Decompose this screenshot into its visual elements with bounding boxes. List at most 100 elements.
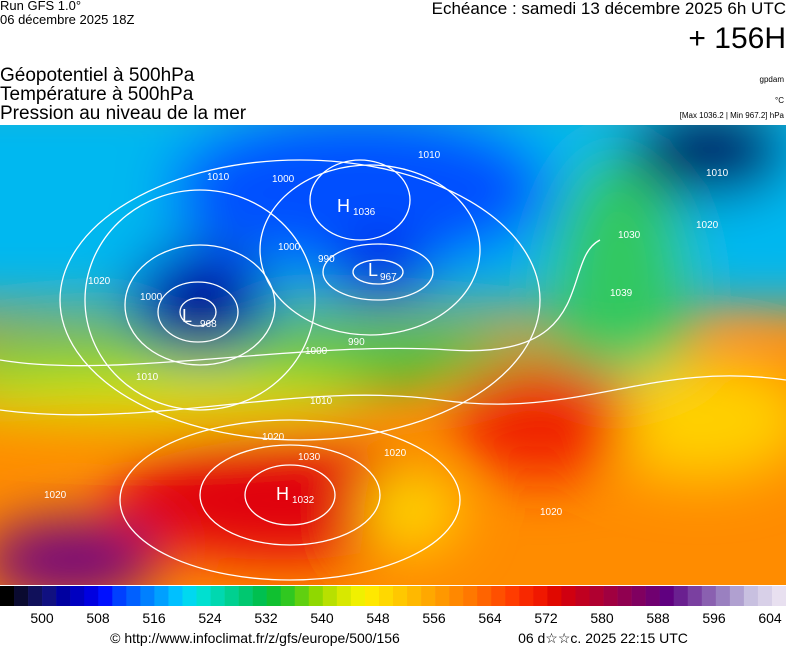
legend-label: 508 xyxy=(86,610,110,626)
legend-swatch xyxy=(463,586,478,606)
legend-swatch xyxy=(701,586,717,606)
isobar-label: 1010 xyxy=(310,396,333,407)
center-letter: H xyxy=(337,196,350,216)
legend-swatch xyxy=(56,586,71,606)
legend-swatch xyxy=(308,586,324,606)
legend-label: 588 xyxy=(646,610,670,626)
legend-swatch xyxy=(196,586,211,606)
legend-swatch xyxy=(0,586,15,606)
center-letter: L xyxy=(182,306,192,326)
run: Run GFS 1.0° xyxy=(0,0,81,13)
legend-swatch xyxy=(252,586,267,606)
isobar-label: 1000 xyxy=(305,346,328,357)
legend-swatch xyxy=(182,586,197,606)
legend-label: 564 xyxy=(478,610,502,626)
legend-swatch xyxy=(757,586,773,606)
legend-label: 556 xyxy=(422,610,446,626)
isobar-label: 1010 xyxy=(706,168,729,179)
legend-swatch xyxy=(687,586,703,606)
layer: Température à 500hPa xyxy=(0,84,194,105)
layer: Pression au niveau de la mer xyxy=(0,103,247,124)
legend-label: 580 xyxy=(590,610,614,626)
legend-swatch xyxy=(154,586,169,606)
legend-swatch xyxy=(378,586,394,606)
isobar-label: 1020 xyxy=(262,432,285,443)
legend-swatch xyxy=(98,586,113,606)
legend-label: 540 xyxy=(310,610,334,626)
legend-swatch xyxy=(210,586,225,606)
legend-label: 596 xyxy=(702,610,726,626)
center-letter: L xyxy=(368,260,378,280)
unit: °C xyxy=(775,96,784,105)
legend-swatch xyxy=(407,586,422,606)
isobar-label: 1000 xyxy=(278,242,301,253)
isobar-labels: 1010 1000 1000 990 1000 1010 1020 1030 1… xyxy=(44,150,729,518)
unit: gpdam xyxy=(760,75,785,84)
legend-swatch xyxy=(771,586,786,606)
legend-swatch xyxy=(224,586,239,606)
legend-swatch xyxy=(393,586,408,606)
legend-swatch xyxy=(477,586,492,606)
legend-swatch xyxy=(336,586,352,606)
isobar-label: 1010 xyxy=(207,172,230,183)
isobar-label: 990 xyxy=(318,254,335,265)
legend-swatch xyxy=(715,586,731,606)
legend-swatch xyxy=(449,586,464,606)
legend-swatch xyxy=(84,586,99,606)
isobar-label: 990 xyxy=(348,337,365,348)
legend-swatch xyxy=(350,586,366,606)
isobar-label: 1020 xyxy=(540,507,563,518)
legend-swatch xyxy=(673,586,689,606)
isobar-label: 1020 xyxy=(44,490,67,501)
legend-swatch xyxy=(575,586,590,606)
legend-swatch xyxy=(126,586,141,606)
isobar-label: 1030 xyxy=(618,230,641,241)
legend-swatch xyxy=(505,586,520,606)
legend-swatch xyxy=(238,586,253,606)
legend-swatch xyxy=(491,586,506,606)
legend-swatch xyxy=(266,586,282,606)
isobar-label: 1000 xyxy=(140,292,163,303)
legend-swatch xyxy=(112,586,127,606)
legend-swatch xyxy=(168,586,183,606)
legend-label: 604 xyxy=(758,610,782,626)
source: © http://www.infoclimat.fr/z/gfs/europe/… xyxy=(110,630,400,646)
pressure-centers: L 968 H 1036 L 967 H 1032 xyxy=(182,196,397,506)
legend-label: 572 xyxy=(534,610,558,626)
isobar-label: 1010 xyxy=(136,372,159,383)
isobar-label: 1000 xyxy=(272,174,295,185)
timestamp: 06 d☆☆c. 2025 22:15 UTC xyxy=(518,630,688,646)
legend-swatch xyxy=(603,586,618,606)
layer: Géopotentiel à 500hPa xyxy=(0,65,195,86)
legend-swatch xyxy=(631,586,646,606)
isobar-label: 1039 xyxy=(610,288,633,299)
legend-swatch xyxy=(14,586,29,606)
legend-swatch xyxy=(617,586,632,606)
legend-swatch xyxy=(322,586,338,606)
legend-swatch xyxy=(364,586,380,606)
legend-swatch xyxy=(547,586,562,606)
echeance: Echéance : samedi 13 décembre 2025 6h UT… xyxy=(432,0,786,18)
legend-label: 516 xyxy=(142,610,166,626)
legend-label: 532 xyxy=(254,610,278,626)
legend-swatch xyxy=(435,586,450,606)
isobar-label: 1020 xyxy=(696,220,719,231)
legend-swatch xyxy=(729,586,745,606)
legend-swatch xyxy=(421,586,436,606)
legend-swatch xyxy=(533,586,548,606)
center-letter: H xyxy=(276,484,289,504)
legend-label: 524 xyxy=(198,610,222,626)
center-value: 967 xyxy=(380,272,397,283)
legend-swatch xyxy=(294,586,310,606)
isobar-label: 1020 xyxy=(88,276,111,287)
center-value: 968 xyxy=(200,319,217,330)
legend-swatch xyxy=(645,586,660,606)
legend-swatch xyxy=(70,586,85,606)
legend-swatch xyxy=(280,586,296,606)
isobar-label: 1020 xyxy=(384,448,407,459)
legend-swatch xyxy=(743,586,759,606)
isobars xyxy=(0,159,786,581)
center-value: 1032 xyxy=(292,495,315,506)
